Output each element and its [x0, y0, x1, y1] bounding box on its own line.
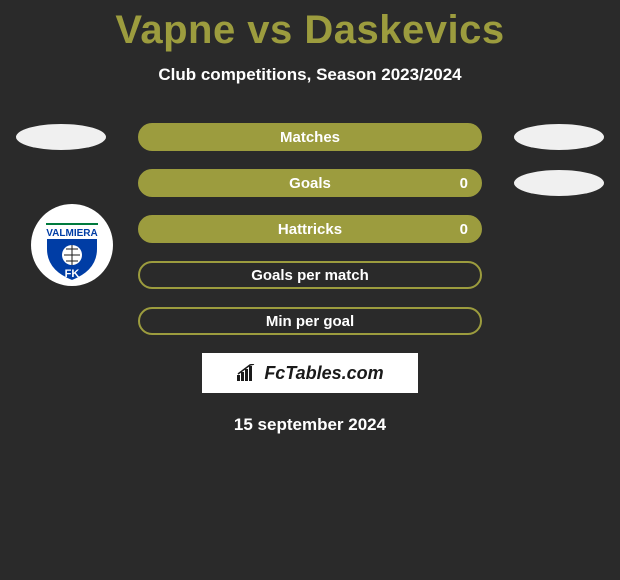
subtitle: Club competitions, Season 2023/2024	[0, 65, 620, 85]
stat-value-right: 0	[460, 221, 468, 238]
branding-box: FcTables.com	[202, 353, 418, 393]
stat-label: Goals per match	[251, 267, 369, 284]
player-photo-right	[514, 170, 604, 196]
stats-area: Matches Goals 0 Hattricks 0 Goals per ma…	[0, 123, 620, 335]
stat-pill-goals: Goals 0	[138, 169, 482, 197]
stat-pill-matches: Matches	[138, 123, 482, 151]
club-logo: VALMIERA FK	[30, 203, 114, 287]
stat-row-min-per-goal: Min per goal	[0, 307, 620, 335]
stat-pill-min-per-goal: Min per goal	[138, 307, 482, 335]
stat-pill-goals-per-match: Goals per match	[138, 261, 482, 289]
page-title: Vapne vs Daskevics	[0, 0, 620, 53]
club-shield-icon: VALMIERA FK	[30, 203, 114, 287]
player-photo-left	[16, 124, 106, 150]
date-text: 15 september 2024	[0, 415, 620, 435]
stat-label: Min per goal	[266, 313, 354, 330]
stat-label: Matches	[280, 129, 340, 146]
bar-chart-icon	[236, 364, 258, 382]
stat-value-right: 0	[460, 175, 468, 192]
stat-label: Goals	[289, 175, 331, 192]
stat-pill-hattricks: Hattricks 0	[138, 215, 482, 243]
stat-label: Hattricks	[278, 221, 342, 238]
svg-text:FK: FK	[65, 268, 80, 280]
branding-text: FcTables.com	[264, 363, 383, 384]
player-photo-right	[514, 124, 604, 150]
svg-text:VALMIERA: VALMIERA	[46, 228, 97, 239]
stat-row-matches: Matches	[0, 123, 620, 151]
stat-row-goals: Goals 0	[0, 169, 620, 197]
